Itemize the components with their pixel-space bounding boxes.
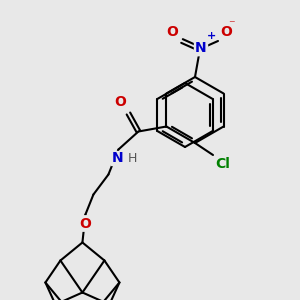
Text: H: H: [128, 152, 137, 164]
Text: O: O: [220, 25, 232, 39]
Text: O: O: [80, 217, 92, 230]
Text: ⁻: ⁻: [228, 18, 235, 31]
Text: O: O: [115, 95, 126, 110]
Text: N: N: [195, 41, 207, 55]
Text: O: O: [166, 25, 178, 39]
Text: Cl: Cl: [215, 157, 230, 171]
Text: N: N: [112, 152, 123, 166]
Text: +: +: [207, 31, 216, 41]
